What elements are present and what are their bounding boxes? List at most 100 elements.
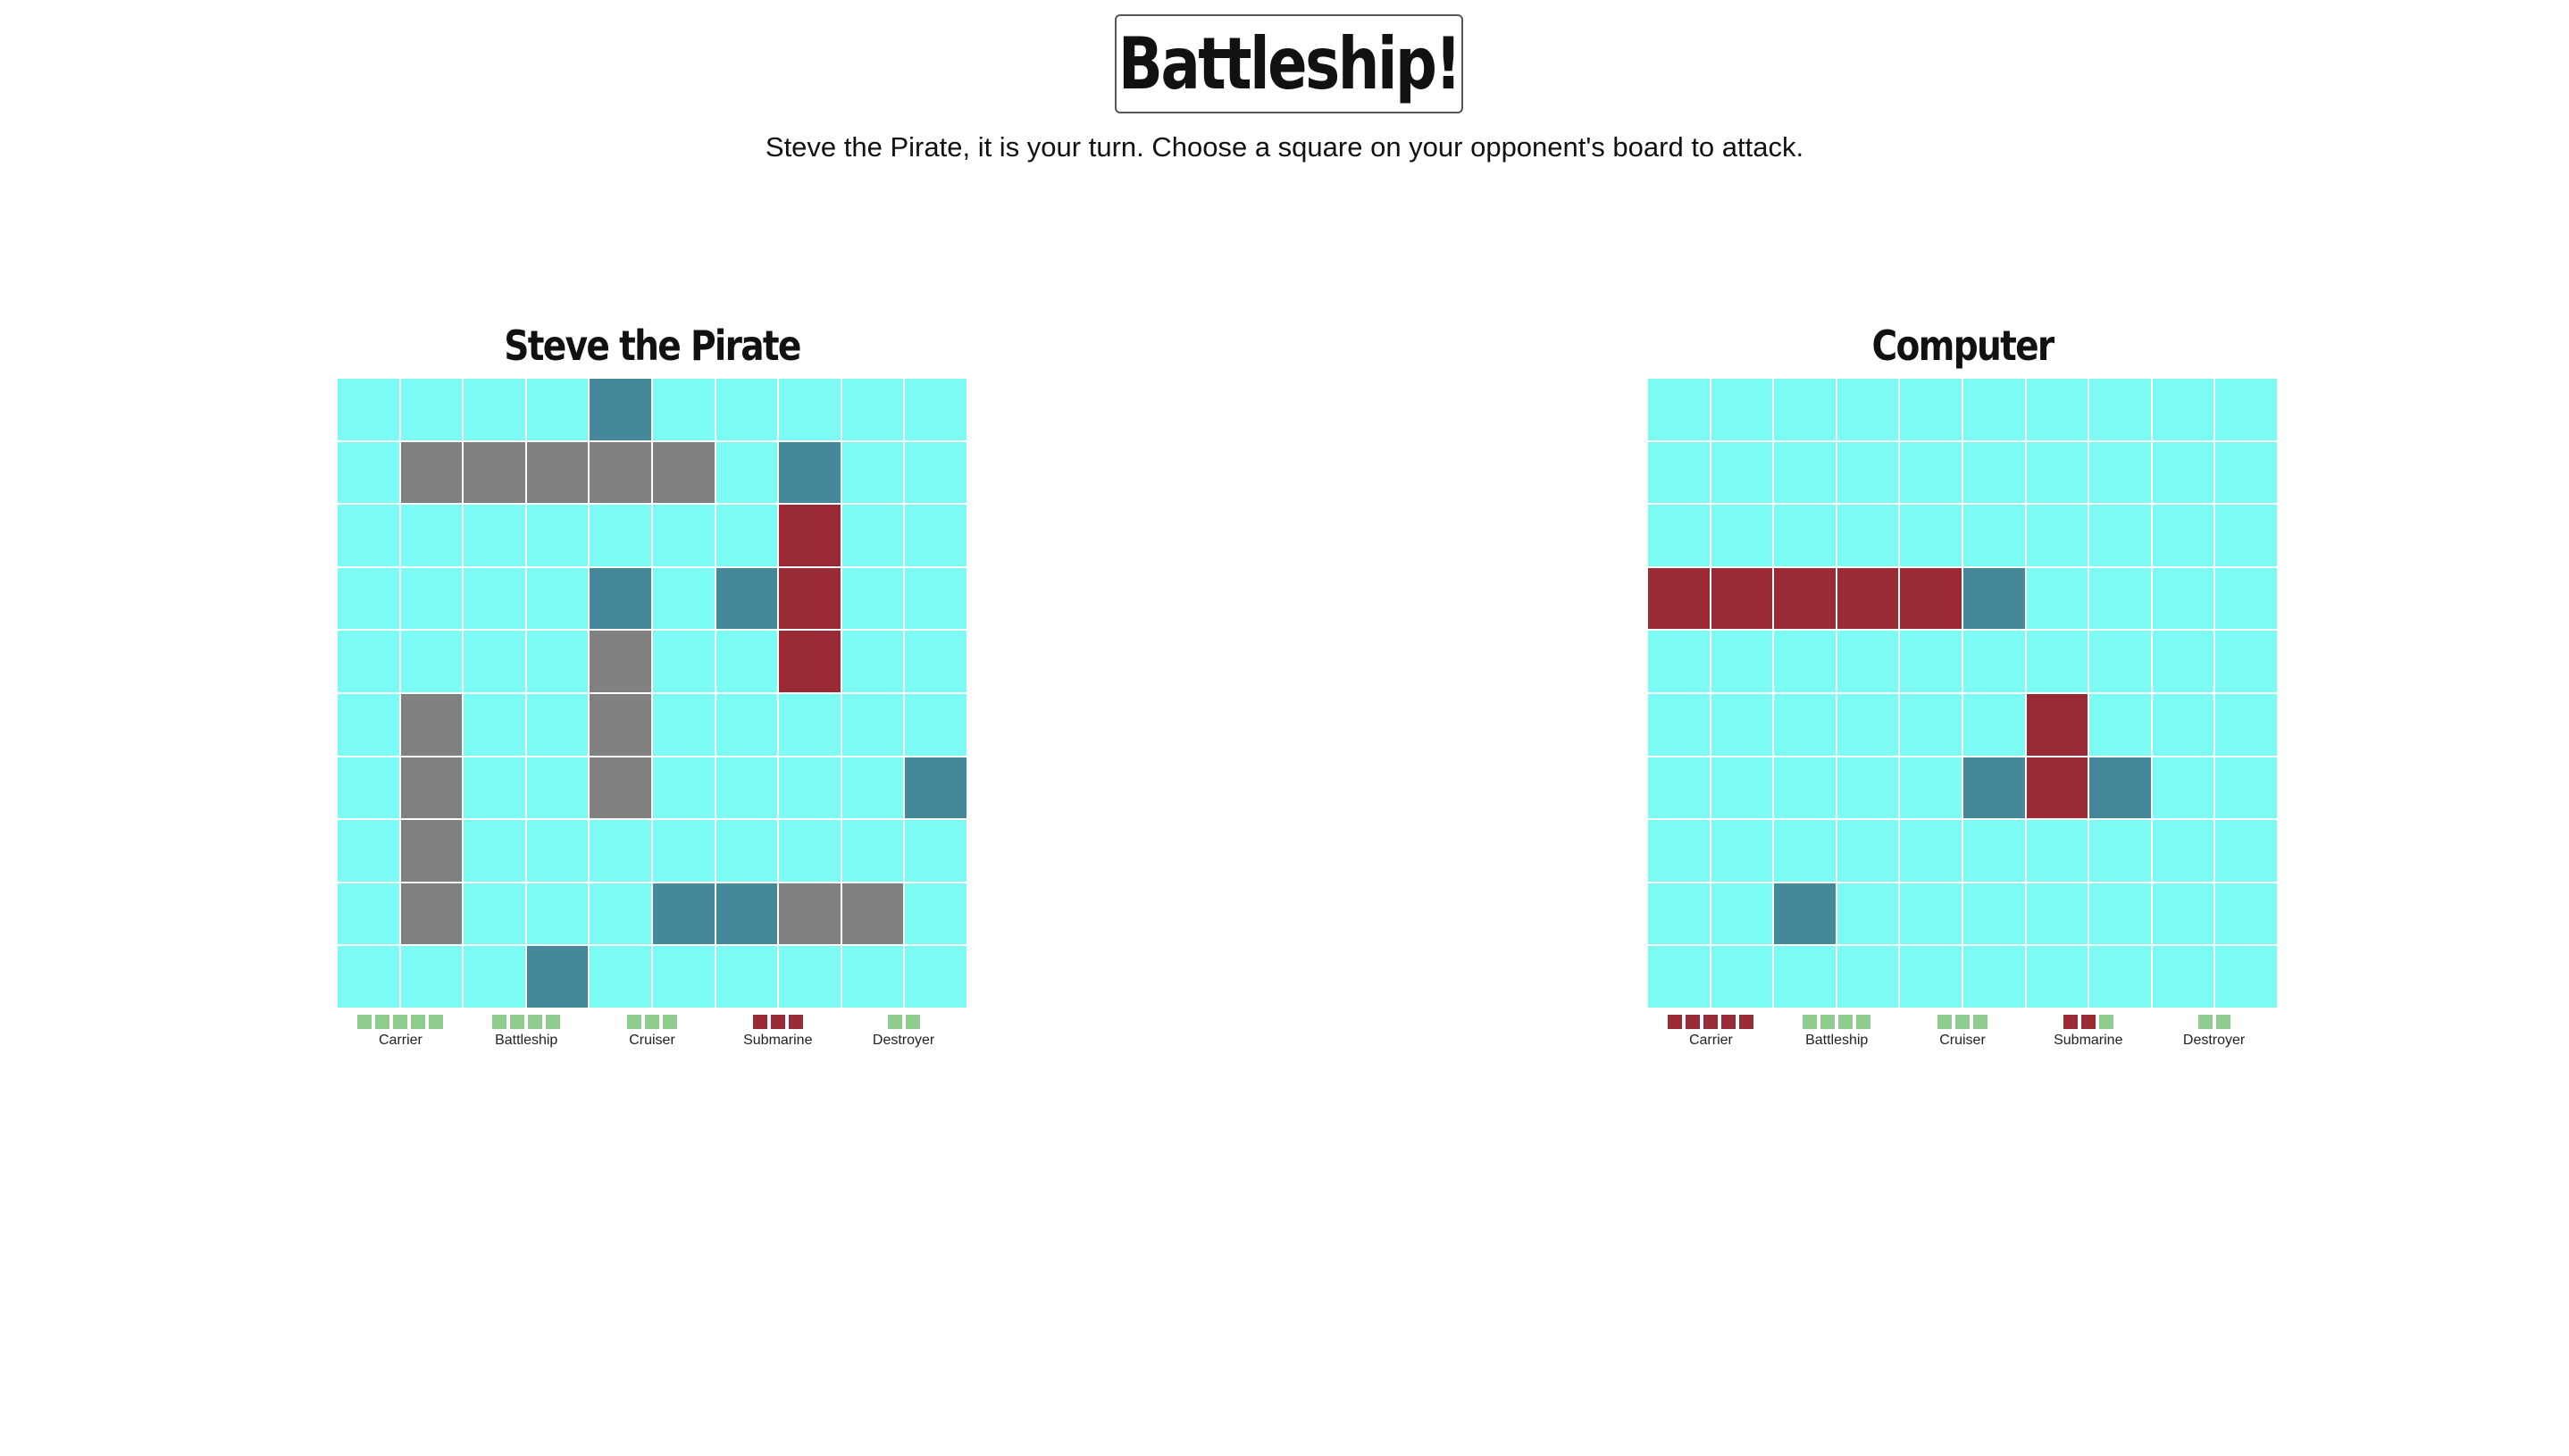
water-cell[interactable]: [1774, 631, 1836, 692]
water-cell[interactable]: [1711, 505, 1773, 566]
water-cell[interactable]: [1900, 631, 1962, 692]
water-cell[interactable]: [2026, 505, 2088, 566]
water-cell[interactable]: [2152, 567, 2214, 630]
water-cell[interactable]: [1648, 441, 1710, 504]
water-cell[interactable]: [1774, 820, 1836, 882]
water-cell[interactable]: [1962, 379, 2025, 440]
water-cell: [905, 946, 967, 1008]
water-cell[interactable]: [1648, 946, 1710, 1008]
water-cell[interactable]: [1648, 757, 1710, 819]
water-cell[interactable]: [2089, 946, 2151, 1008]
water-cell[interactable]: [2215, 946, 2277, 1008]
water-cell[interactable]: [1774, 379, 1836, 440]
water-cell[interactable]: [2089, 567, 2151, 630]
water-cell[interactable]: [2215, 505, 2277, 566]
water-cell[interactable]: [1774, 946, 1836, 1008]
water-cell[interactable]: [1900, 693, 1962, 756]
water-cell[interactable]: [2089, 883, 2151, 945]
water-cell[interactable]: [2089, 379, 2151, 440]
water-cell[interactable]: [1711, 631, 1773, 692]
water-cell[interactable]: [1648, 505, 1710, 566]
water-cell[interactable]: [2152, 883, 2214, 945]
water-cell[interactable]: [2026, 946, 2088, 1008]
water-cell[interactable]: [2215, 567, 2277, 630]
ship-status-destroyer: Destroyer: [841, 1015, 967, 1050]
water-cell[interactable]: [2215, 379, 2277, 440]
water-cell[interactable]: [1648, 883, 1710, 945]
water-cell[interactable]: [1900, 883, 1962, 945]
water-cell: [841, 505, 904, 566]
water-cell[interactable]: [1837, 946, 1899, 1008]
water-cell[interactable]: [2215, 631, 2277, 692]
water-cell[interactable]: [1711, 757, 1773, 819]
water-cell[interactable]: [1648, 820, 1710, 882]
water-cell[interactable]: [1962, 505, 2025, 566]
water-cell: [590, 820, 651, 882]
water-cell[interactable]: [1962, 883, 2025, 945]
water-cell[interactable]: [1837, 441, 1899, 504]
water-cell[interactable]: [1837, 505, 1899, 566]
water-cell[interactable]: [1711, 693, 1773, 756]
water-cell[interactable]: [1900, 505, 1962, 566]
water-cell[interactable]: [1774, 441, 1836, 504]
water-cell: [905, 883, 967, 945]
water-cell[interactable]: [2026, 631, 2088, 692]
water-cell[interactable]: [2089, 820, 2151, 882]
water-cell[interactable]: [1962, 946, 2025, 1008]
ship-pegs: [1668, 1015, 1754, 1029]
water-cell[interactable]: [1711, 883, 1773, 945]
afloat-peg: [887, 1015, 902, 1029]
water-cell[interactable]: [2215, 757, 2277, 819]
water-cell[interactable]: [2089, 693, 2151, 756]
water-cell[interactable]: [1900, 441, 1962, 504]
water-cell[interactable]: [1711, 379, 1773, 440]
water-cell[interactable]: [2215, 693, 2277, 756]
water-cell[interactable]: [1962, 820, 2025, 882]
water-cell[interactable]: [1711, 820, 1773, 882]
water-cell[interactable]: [1900, 946, 1962, 1008]
water-cell[interactable]: [2026, 883, 2088, 945]
water-cell[interactable]: [1711, 946, 1773, 1008]
water-cell[interactable]: [2026, 567, 2088, 630]
water-cell[interactable]: [1648, 379, 1710, 440]
water-cell[interactable]: [2152, 631, 2214, 692]
water-cell[interactable]: [1648, 631, 1710, 692]
water-cell[interactable]: [2089, 631, 2151, 692]
water-cell[interactable]: [1900, 757, 1962, 819]
water-cell[interactable]: [1837, 379, 1899, 440]
water-cell[interactable]: [1774, 505, 1836, 566]
player-board: [338, 379, 967, 1008]
water-cell[interactable]: [1774, 757, 1836, 819]
water-cell[interactable]: [1837, 757, 1899, 819]
water-cell[interactable]: [1900, 820, 1962, 882]
water-cell[interactable]: [2152, 757, 2214, 819]
ship-status-battleship: Battleship: [464, 1015, 590, 1050]
water-cell[interactable]: [2215, 883, 2277, 945]
water-cell[interactable]: [2026, 820, 2088, 882]
water-cell[interactable]: [1962, 693, 2025, 756]
water-cell[interactable]: [2089, 441, 2151, 504]
water-cell[interactable]: [1648, 693, 1710, 756]
water-cell[interactable]: [2152, 820, 2214, 882]
water-cell[interactable]: [1837, 820, 1899, 882]
water-cell[interactable]: [1711, 441, 1773, 504]
water-cell[interactable]: [2152, 693, 2214, 756]
water-cell[interactable]: [1837, 631, 1899, 692]
water-cell[interactable]: [2152, 946, 2214, 1008]
water-cell[interactable]: [2089, 505, 2151, 566]
water-cell[interactable]: [2152, 505, 2214, 566]
water-cell[interactable]: [2215, 441, 2277, 504]
water-cell[interactable]: [1962, 441, 2025, 504]
water-cell[interactable]: [2026, 441, 2088, 504]
water-cell[interactable]: [1962, 631, 2025, 692]
water-cell[interactable]: [1900, 379, 1962, 440]
water-cell[interactable]: [2152, 441, 2214, 504]
water-cell[interactable]: [2152, 379, 2214, 440]
water-cell[interactable]: [2026, 379, 2088, 440]
water-cell[interactable]: [1837, 693, 1899, 756]
water-cell[interactable]: [1837, 883, 1899, 945]
water-cell[interactable]: [1774, 693, 1836, 756]
ship-label: Cruiser: [629, 1033, 675, 1048]
water-cell: [464, 631, 525, 692]
water-cell[interactable]: [2215, 820, 2277, 882]
